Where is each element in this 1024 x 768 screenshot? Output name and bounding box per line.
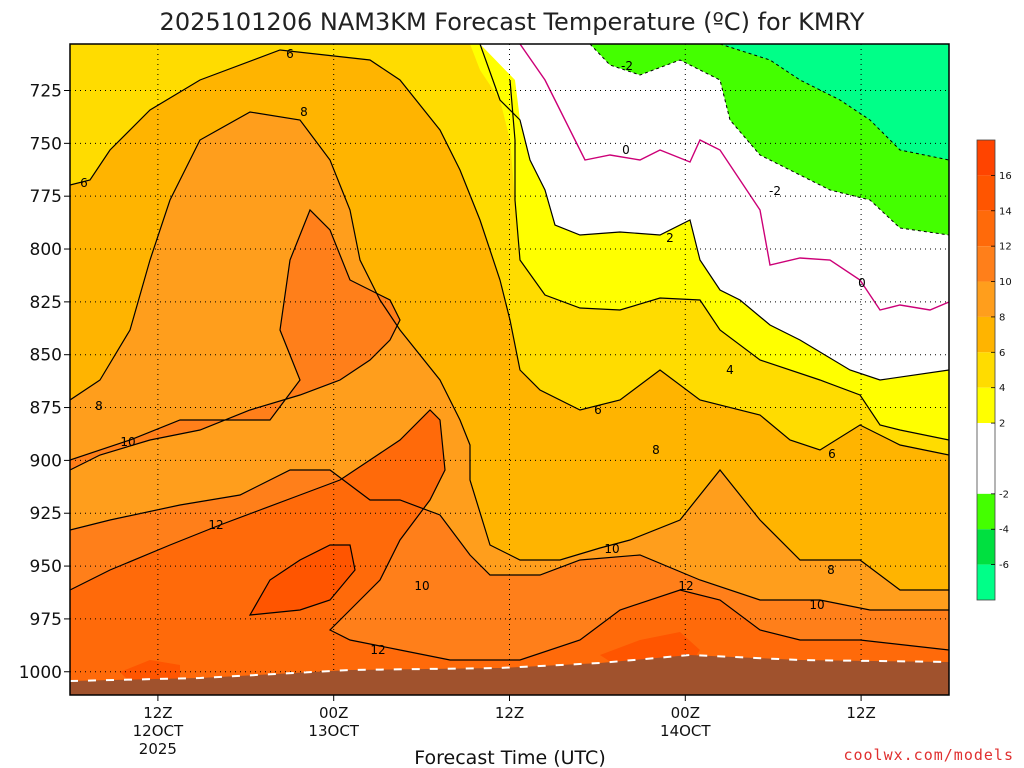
y-axis: 725 750 775 800 825 850 875 900 925 950 975 1000 — [19, 82, 70, 683]
y-tick-label: 725 — [30, 82, 62, 102]
contour-label: 2 — [666, 231, 674, 245]
contour-label: -2 — [621, 59, 633, 73]
colorbar-bin — [977, 140, 995, 176]
colorbar-bin — [977, 493, 995, 530]
contour-0 — [519, 44, 949, 311]
chart-title: 2025101206 NAM3KM Forecast Temperature (… — [160, 8, 865, 36]
contour-label: 10 — [120, 435, 135, 449]
colorbar-label: 14 — [999, 206, 1012, 217]
colorbar-label: 4 — [999, 383, 1005, 394]
y-tick-label: 925 — [30, 504, 62, 524]
y-tick-label: 850 — [30, 346, 62, 366]
plot-area — [70, 44, 949, 695]
colorbar-bin — [977, 529, 995, 565]
y-tick-label: 775 — [30, 187, 62, 207]
band-neg6-neg4 — [720, 44, 949, 160]
colorbar-label: -2 — [999, 489, 1009, 500]
colorbar-bin — [977, 281, 995, 317]
colorbar-label: 8 — [999, 312, 1005, 323]
x-tick-label: 2025 — [139, 740, 177, 758]
x-tick-label: 12OCT — [133, 722, 184, 740]
contour-2 — [479, 44, 949, 381]
contour-label: 12 — [208, 518, 223, 532]
colorbar-bin — [977, 175, 995, 211]
contour-label: 8 — [827, 563, 835, 577]
colorbar-label: -4 — [999, 525, 1009, 536]
x-tick-label: 12Z — [495, 704, 524, 722]
x-tick-label: 14OCT — [660, 722, 711, 740]
colorbar-label: 2 — [999, 419, 1005, 430]
colorbar: 16 14 12 10 8 6 4 2 -2 -4 -6 — [976, 139, 1012, 601]
credit-text: coolwx.com/models — [843, 746, 1014, 764]
contour-4 — [509, 79, 949, 441]
contour-label: 0 — [622, 143, 630, 157]
contour-label: 8 — [300, 105, 308, 119]
colorbar-border — [976, 139, 996, 601]
y-tick-label: 875 — [30, 399, 62, 419]
contour-label: 0 — [858, 276, 866, 290]
contour-10 — [70, 208, 401, 471]
y-tick-label: 975 — [30, 610, 62, 630]
y-tick-label: 750 — [30, 134, 62, 154]
contour-label: 8 — [95, 399, 103, 413]
contour-label: 12 — [370, 643, 385, 657]
contour-label: 10 — [809, 598, 824, 612]
contour-label: -2 — [769, 184, 781, 198]
contour-label: 6 — [828, 447, 836, 461]
contour-label: 6 — [286, 47, 294, 61]
colorbar-bin — [977, 352, 995, 388]
colorbar-label: -6 — [999, 560, 1009, 571]
band-14-16 — [120, 545, 700, 682]
contour-label: 10 — [604, 542, 619, 556]
x-tick-label: 13OCT — [308, 722, 359, 740]
x-tick-label: 12Z — [143, 704, 172, 722]
colorbar-label: 10 — [999, 277, 1012, 288]
contour-label: 6 — [594, 403, 602, 417]
y-tick-label: 825 — [30, 293, 62, 313]
x-tick-label: 00Z — [671, 704, 700, 722]
colorbar-bin — [977, 316, 995, 353]
x-tick-label: 12Z — [846, 704, 875, 722]
contour-neg2 — [589, 44, 949, 236]
contour-label: 12 — [678, 579, 693, 593]
contour-10b — [70, 469, 949, 611]
colorbar-label: 12 — [999, 242, 1012, 253]
contour-14 — [248, 544, 356, 616]
colorbar-bin — [977, 210, 995, 247]
contour-label: 6 — [80, 176, 88, 190]
y-tick-label: 800 — [30, 240, 62, 260]
y-tick-label: 900 — [30, 451, 62, 471]
grid-lines — [70, 44, 949, 695]
terrain — [70, 655, 949, 695]
colorbar-bin — [977, 246, 995, 282]
y-tick-label: 950 — [30, 557, 62, 577]
colorbar-bin — [977, 387, 995, 424]
colorbar-label: 16 — [999, 171, 1012, 182]
colorbar-bin — [977, 423, 995, 494]
contour-8 — [70, 111, 949, 591]
contour-labels: -2 -2 0 0 2 4 6 6 6 6 8 8 8 8 10 10 10 10 12 12 12 — [80, 47, 866, 657]
contour-label: 8 — [652, 443, 660, 457]
band-12-14 — [70, 410, 949, 695]
colorbar-bin — [977, 564, 995, 600]
contour-label: 10 — [414, 579, 429, 593]
colorbar-label: 6 — [999, 348, 1005, 359]
y-tick-label: 1000 — [19, 663, 62, 683]
x-tick-label: 00Z — [319, 704, 348, 722]
contour-label: 4 — [726, 363, 734, 377]
contour-neg4 — [719, 44, 949, 161]
x-axis-label: Forecast Time (UTC) — [414, 747, 605, 768]
contour-12 — [70, 409, 949, 661]
